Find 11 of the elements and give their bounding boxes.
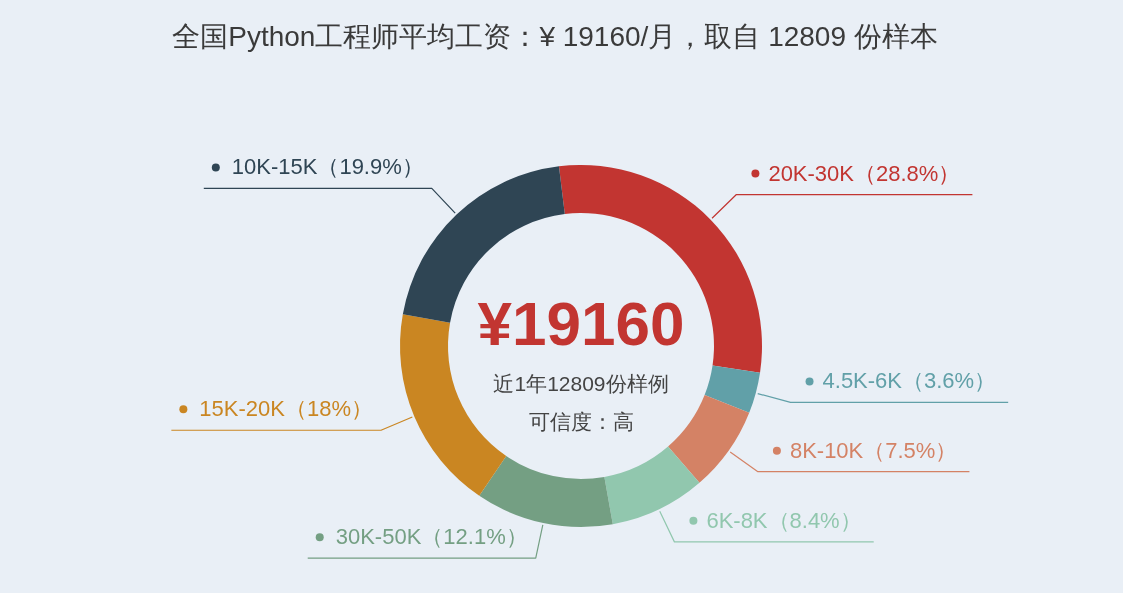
- text: 近1年12809份样例: [493, 372, 669, 395]
- text: ¥19160: [477, 289, 685, 358]
- legend-label: 6K-8K（8.4%）: [706, 507, 862, 533]
- text: 可信度：高: [528, 410, 634, 433]
- chart-title: 全国Python工程师平均工资：¥ 19160/月，取自 12809 份样本: [172, 21, 938, 52]
- legend-label: 20K-30K（28.8%）: [768, 160, 961, 186]
- legend-label: 8K-10K（7.5%）: [789, 437, 958, 463]
- legend-label: 15K-20K（18%）: [199, 396, 374, 422]
- legend-label: 4.5K-6K（3.6%）: [822, 368, 997, 394]
- legend-label: 10K-15K（19.9%）: [231, 154, 424, 180]
- legend-label: 30K-50K（12.1%）: [335, 524, 528, 550]
